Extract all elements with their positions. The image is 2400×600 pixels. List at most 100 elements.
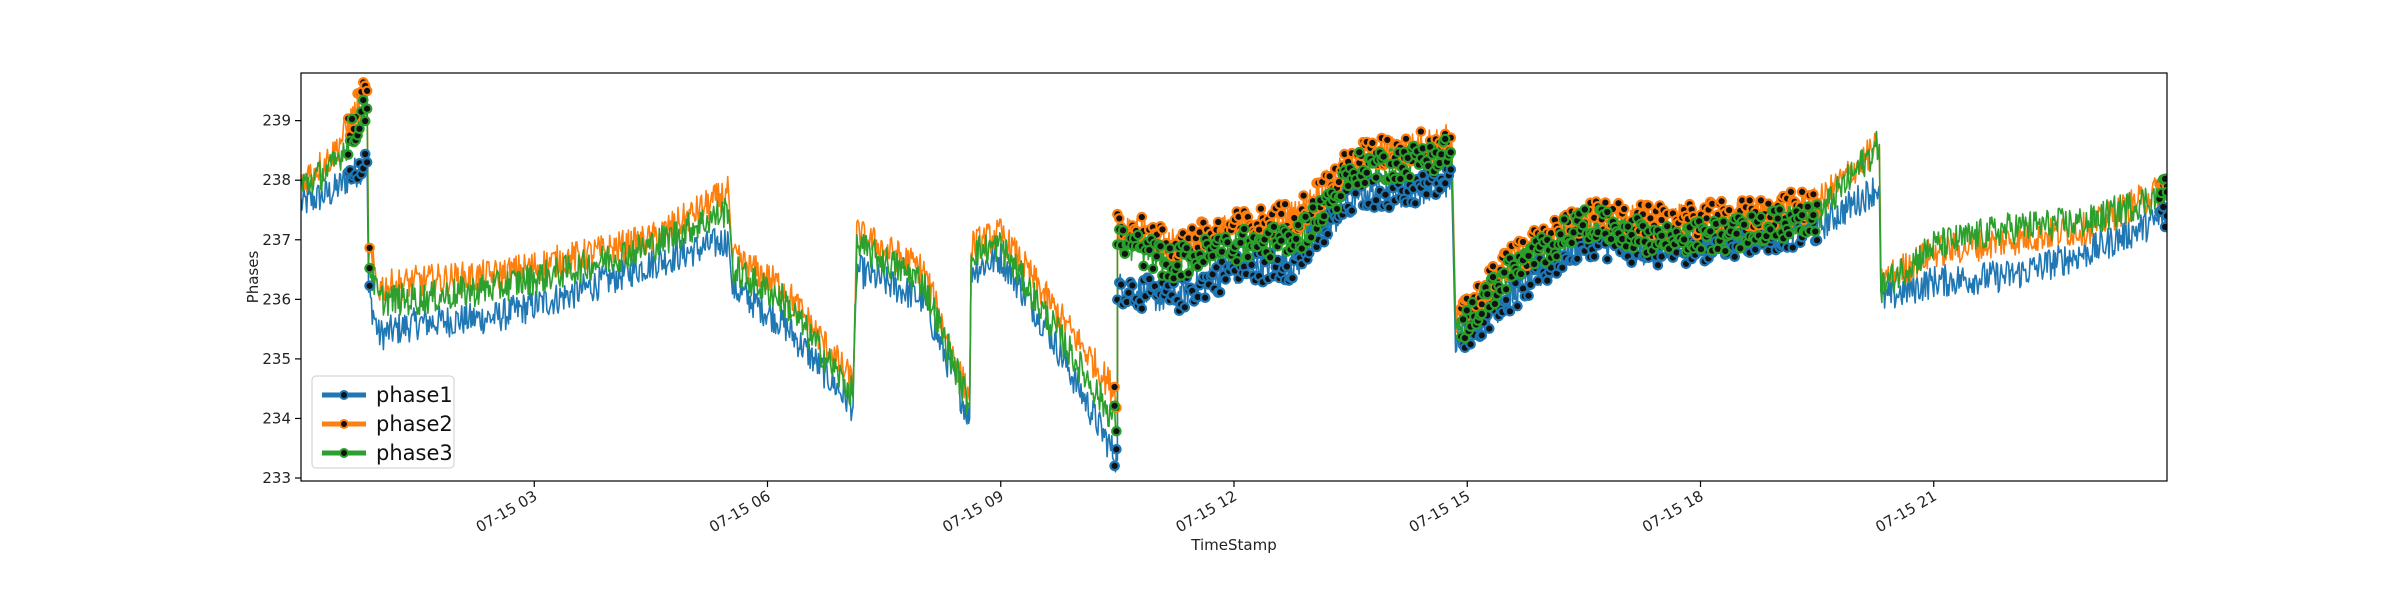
marker-phase3 [1117,225,1129,236]
legend: phase1 phase2 phase3 [311,375,455,469]
marker-phase2 [1109,381,1120,393]
marker-phase1 [1811,234,1823,246]
marker-phase1 [359,148,371,160]
marker-phase1 [2161,210,2167,222]
marker-phase2 [1253,224,1265,235]
marker-phase2 [1716,195,1727,207]
marker-phase3 [1268,221,1280,233]
x-axis-label: TimeStamp [1190,536,1276,554]
marker-phase3 [1305,232,1317,243]
marker-phase2 [1723,204,1735,216]
marker-phase1 [1127,280,1138,291]
marker-phase1 [1115,279,1127,290]
marker-phase3 [359,115,371,127]
marker-phase1 [1542,275,1553,286]
marker-phase1 [364,280,375,292]
marker-phase3 [1164,243,1176,254]
legend-marker-phase1 [339,390,349,400]
marker-phase3 [361,103,373,114]
marker-phase3 [1802,201,1814,212]
y-tick-label: 238 [262,171,291,189]
marker-phase1 [1322,228,1334,240]
marker-phase1 [2159,221,2167,233]
marker-phase1 [1787,242,1799,253]
marker-phase2 [1136,211,1148,223]
marker-phase3 [1808,209,1819,221]
marker-phase1 [361,157,373,168]
marker-phase1 [1318,237,1330,248]
marker-phase3 [1151,251,1163,262]
marker-phase3 [1445,147,1457,158]
x-tick-label: 07-15 03 [473,487,540,536]
marker-phase1 [1346,205,1358,216]
marker-phase3 [1579,204,1591,215]
marker-phase3 [1276,235,1287,246]
marker-phase3 [364,262,375,274]
marker-phase1 [1109,460,1120,472]
marker-phase3 [1439,133,1451,145]
marker-phase3 [1661,220,1673,232]
marker-phase3 [1558,214,1570,225]
x-axis: 07-15 03 07-15 06 07-15 09 07-15 12 07-15 15… [473,481,1940,536]
marker-phase3 [1500,283,1512,295]
marker-phase3 [1622,221,1634,232]
marker-phase1 [1380,189,1391,200]
marker-phase2 [1618,203,1630,215]
marker-phase3 [1577,219,1589,231]
marker-phase2 [1643,200,1654,211]
legend-label-phase2: phase2 [376,412,453,436]
marker-phase3 [1720,245,1731,257]
marker-phase2 [1212,216,1224,228]
marker-phase2 [1382,134,1393,146]
legend-box [311,375,455,469]
marker-phase1 [1557,262,1568,273]
legend-marker-phase2 [339,419,349,429]
marker-phase3 [2161,186,2167,198]
y-tick-label: 237 [262,231,291,249]
marker-phase3 [346,113,358,125]
marker-phase2 [361,85,373,97]
marker-phase3 [1482,288,1493,300]
marker-phase1 [1111,443,1122,455]
marker-phase3 [357,94,369,106]
y-tick-label: 234 [262,409,291,427]
marker-phase1 [1439,178,1451,189]
marker-phase3 [1238,223,1250,235]
marker-phase3 [1718,216,1729,227]
series-line-phase1 [301,153,2167,473]
marker-phase1 [1410,198,1421,209]
marker-phase3 [2159,173,2167,185]
marker-phase1 [1179,301,1191,313]
y-tick-label: 239 [262,112,291,130]
marker-phase1 [1525,279,1536,291]
marker-phase3 [1354,146,1365,158]
legend-marker-phase3 [339,448,349,458]
marker-phase1 [1144,273,1155,285]
marker-phase3 [1555,229,1566,240]
marker-phase1 [1523,290,1534,301]
marker-phase1 [1476,329,1488,341]
marker-phase3 [1370,172,1382,183]
marker-phase1 [1602,253,1613,265]
marker-phase3 [1378,151,1389,162]
marker-phase1 [2158,201,2167,213]
marker-phase1 [1383,202,1395,214]
marker-phase3 [1476,308,1488,320]
marker-phase3 [1755,211,1767,223]
marker-phase3 [1235,237,1246,249]
marker-phase3 [1404,171,1415,183]
marker-phase3 [1155,240,1166,252]
marker-phase1 [1370,194,1382,206]
marker-phase3 [1695,243,1707,255]
marker-phase3 [1132,229,1144,241]
marker-phase1 [1588,251,1600,262]
marker-phase3 [1144,244,1155,256]
marker-phase3 [354,123,365,135]
marker-phase3 [1300,211,1311,223]
marker-phase2 [1400,133,1412,145]
marker-phase2 [1324,171,1335,182]
marker-phase3 [1181,242,1192,254]
marker-phase3 [1566,237,1577,249]
marker-phase3 [1119,248,1131,260]
marker-phase2 [1279,198,1291,210]
